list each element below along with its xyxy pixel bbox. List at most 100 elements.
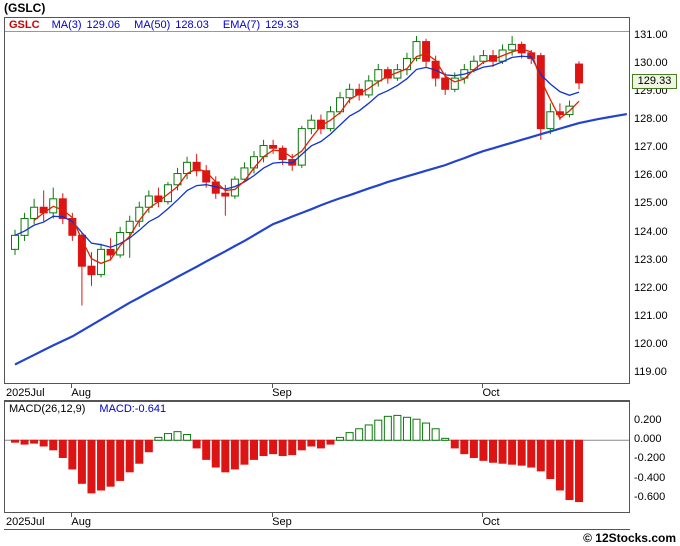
macd-bar — [250, 439, 258, 460]
price-chart-legend: GSLC MA(3) 129.06 MA(50) 128.03 EMA(7) 1… — [5, 18, 629, 32]
macd-bar — [30, 439, 39, 444]
macd-axis-label: 0.200 — [634, 414, 662, 427]
macd-bar — [106, 439, 115, 487]
ma3-label: MA(3) — [51, 18, 82, 31]
macd-bar — [460, 439, 469, 455]
month-tick — [482, 513, 484, 517]
macd-bar — [326, 439, 335, 445]
macd-bar — [58, 439, 67, 458]
macd-bar — [565, 439, 574, 501]
month-label: Sep — [272, 387, 292, 399]
macd-bar — [288, 439, 297, 456]
candle — [154, 187, 163, 208]
candle — [192, 153, 201, 177]
macd-bar — [489, 439, 497, 463]
macd-bar — [116, 439, 125, 481]
macd-bar — [68, 439, 77, 470]
month-tick — [272, 384, 274, 388]
macd-bar — [125, 439, 134, 473]
candle — [536, 52, 545, 140]
macd-x-axis: 2025Jul Aug Sep Oct — [4, 513, 630, 530]
macd-bar — [575, 439, 584, 503]
ema7-value: 129.33 — [265, 18, 299, 31]
price-axis-label: 126.00 — [634, 169, 668, 182]
candle — [11, 229, 19, 255]
candle — [77, 232, 86, 306]
macd-bar — [307, 439, 316, 447]
price-axis-label: 120.00 — [634, 337, 668, 350]
macd-bar — [269, 439, 278, 455]
last-price-badge: 129.33 — [632, 73, 677, 89]
macd-bar — [11, 439, 19, 443]
macd-histogram-svg — [5, 414, 629, 503]
price-axis-label: 123.00 — [634, 253, 668, 266]
macd-value: MACD:-0.641 — [99, 403, 167, 415]
ma50-label: MA(50) — [134, 18, 171, 31]
macd-bar — [355, 428, 364, 441]
price-axis-label: 124.00 — [634, 225, 668, 238]
candle — [250, 151, 258, 174]
price-y-axis: 129.33 131.00 130.00 129.00 128.00 127.00 126… — [632, 17, 678, 384]
price-axis-label: 131.00 — [634, 28, 668, 41]
candle — [97, 243, 106, 278]
ma3-value: 129.06 — [86, 18, 121, 31]
macd-bar — [278, 439, 287, 457]
macd-bar — [441, 437, 450, 441]
candle — [402, 52, 411, 76]
macd-bar — [183, 434, 192, 441]
month-tick — [272, 513, 274, 517]
price-axis-label: 125.00 — [634, 197, 668, 210]
candle — [87, 252, 96, 286]
macd-bar — [374, 419, 383, 441]
macd-bar — [498, 439, 507, 464]
macd-bar — [39, 439, 48, 447]
copyright: © 12Stocks.com — [583, 531, 676, 545]
price-candlestick-svg — [11, 35, 628, 366]
candle — [240, 162, 249, 182]
month-label: Oct — [482, 516, 500, 528]
candle — [163, 181, 172, 205]
candle — [336, 92, 345, 115]
candle — [20, 212, 29, 241]
ma3-line — [33, 48, 580, 265]
macd-axis-label: -0.600 — [634, 490, 666, 503]
macd-y-axis: 0.200 0.000 -0.200 -0.400 -0.600 — [632, 401, 678, 513]
macd-bar — [154, 436, 163, 441]
macd-bar — [202, 439, 211, 460]
macd-bar — [135, 439, 144, 464]
macd-bar — [412, 418, 421, 441]
macd-bar — [422, 422, 431, 441]
macd-bar — [336, 436, 345, 441]
month-label: Oct — [482, 387, 500, 399]
macd-bar — [144, 439, 153, 453]
price-axis-label: 130.00 — [634, 57, 668, 70]
macd-bar — [173, 431, 182, 441]
price-axis-label: 127.00 — [634, 141, 668, 154]
candle — [374, 64, 383, 87]
macd-bar — [546, 439, 555, 480]
macd-bar — [536, 439, 545, 472]
macd-name: MACD(26,12,9) — [9, 403, 86, 415]
page-title: (GSLC) — [4, 1, 46, 15]
price-axis-label: 122.00 — [634, 281, 668, 294]
candle — [39, 190, 48, 222]
candle — [546, 103, 555, 135]
ma50-value: 128.03 — [175, 18, 209, 31]
macd-bar — [297, 439, 306, 451]
month-tick — [482, 384, 484, 388]
candle — [307, 114, 316, 135]
ema7-label: EMA(7) — [222, 18, 261, 31]
macd-bar — [259, 439, 268, 457]
candle — [422, 38, 431, 67]
macd-bar — [192, 439, 201, 449]
macd-bar — [364, 424, 373, 441]
candle — [269, 139, 278, 154]
candle — [144, 190, 153, 213]
macd-axis-label: -0.400 — [634, 471, 666, 484]
macd-bar — [555, 439, 564, 491]
macd-bar — [479, 439, 488, 461]
macd-bar — [316, 439, 325, 449]
macd-bar — [230, 439, 239, 470]
macd-bar — [240, 439, 249, 465]
